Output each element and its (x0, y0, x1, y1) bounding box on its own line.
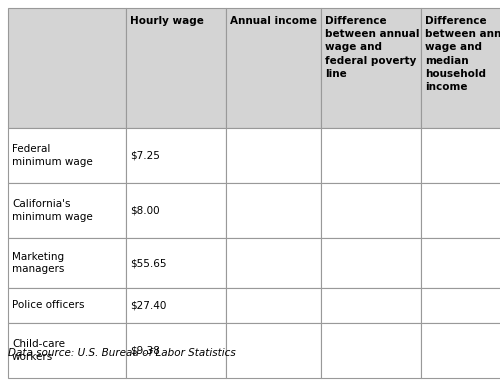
Bar (421, 183, 500, 238)
Text: Annual income: Annual income (230, 16, 317, 26)
Bar (321, 323, 421, 378)
Bar (226, 288, 321, 323)
Bar (421, 288, 500, 323)
Bar (8, 288, 126, 323)
Bar (321, 8, 421, 128)
Bar (226, 323, 321, 378)
Text: Federal
minimum wage: Federal minimum wage (12, 144, 93, 167)
Text: California's
minimum wage: California's minimum wage (12, 199, 93, 222)
Text: $27.40: $27.40 (130, 301, 166, 311)
Text: Data source: U.S. Bureau of Labor Statistics: Data source: U.S. Bureau of Labor Statis… (8, 348, 236, 358)
Bar (421, 8, 500, 128)
Bar (8, 128, 126, 183)
Bar (126, 238, 226, 288)
Text: Marketing
managers: Marketing managers (12, 252, 64, 274)
Text: Child-care
workers: Child-care workers (12, 339, 65, 362)
Bar (8, 8, 126, 128)
Bar (8, 323, 126, 378)
Bar (126, 8, 226, 128)
Bar (421, 323, 500, 378)
Bar (126, 288, 226, 323)
Bar (126, 323, 226, 378)
Bar (321, 183, 421, 238)
Bar (8, 183, 126, 238)
Text: $9.38: $9.38 (130, 345, 160, 355)
Text: $7.25: $7.25 (130, 151, 160, 160)
Bar (226, 128, 321, 183)
Bar (321, 128, 421, 183)
Text: Police officers: Police officers (12, 301, 85, 311)
Bar (226, 8, 321, 128)
Bar (8, 238, 126, 288)
Bar (421, 128, 500, 183)
Text: $55.65: $55.65 (130, 258, 166, 268)
Bar (321, 238, 421, 288)
Bar (126, 183, 226, 238)
Bar (226, 183, 321, 238)
Bar (126, 128, 226, 183)
Bar (421, 238, 500, 288)
Text: Hourly wage: Hourly wage (130, 16, 204, 26)
Text: $8.00: $8.00 (130, 206, 160, 216)
Bar (226, 238, 321, 288)
Text: Difference
between annual
wage and
median
household
income: Difference between annual wage and media… (425, 16, 500, 92)
Text: Difference
between annual
wage and
federal poverty
line: Difference between annual wage and feder… (325, 16, 420, 79)
Bar (321, 288, 421, 323)
